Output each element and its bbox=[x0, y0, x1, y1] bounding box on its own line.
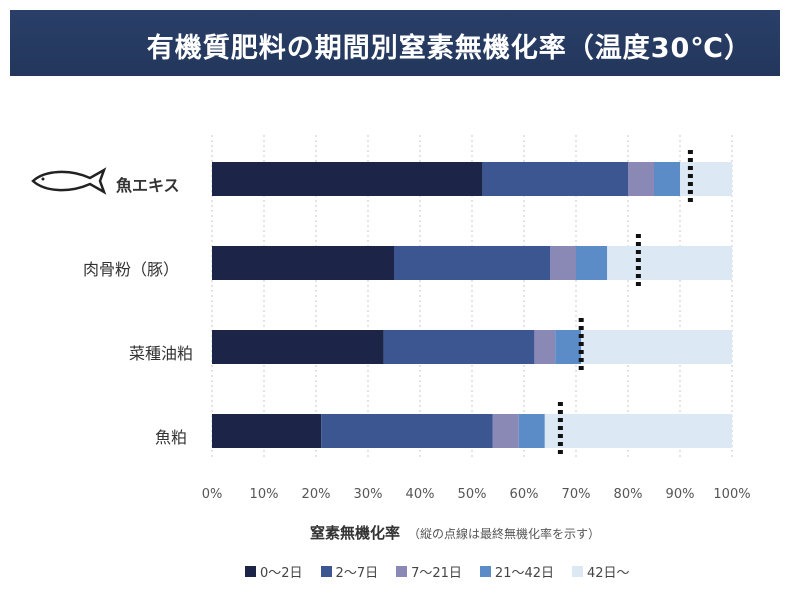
bar-segment-3-2 bbox=[492, 414, 519, 448]
legend-label-4: 42日〜 bbox=[587, 566, 630, 581]
legend-item-3: 21〜42日 bbox=[479, 562, 555, 581]
legend-item-1: 2〜7日 bbox=[320, 562, 379, 581]
x-tick-label: 20% bbox=[301, 487, 331, 502]
x-tick-label: 80% bbox=[613, 487, 643, 502]
x-tick-label: 70% bbox=[561, 487, 591, 502]
x-tick-label: 60% bbox=[509, 487, 539, 502]
bar-segment-0-1 bbox=[482, 162, 628, 196]
bar-segment-3-0 bbox=[212, 414, 322, 448]
bar-segment-2-0 bbox=[212, 330, 384, 364]
legend-swatch-3 bbox=[479, 566, 491, 577]
category-label-3: 魚粕 bbox=[155, 428, 188, 447]
bar-segment-2-4 bbox=[581, 330, 732, 364]
chart-title: 有機質肥料の期間別窒素無機化率（温度30℃） bbox=[146, 33, 752, 64]
category-label-0: 魚エキス bbox=[116, 176, 180, 195]
x-tick-label: 40% bbox=[405, 487, 435, 502]
x-tick-label: 50% bbox=[457, 487, 487, 502]
bar-segment-1-4 bbox=[607, 246, 732, 280]
legend-label-2: 7〜21日 bbox=[411, 566, 462, 581]
legend-item-4: 42日〜 bbox=[572, 562, 630, 581]
bar-segment-2-3 bbox=[555, 330, 582, 364]
legend-item-0: 0〜2日 bbox=[245, 562, 303, 581]
title-banner: 有機質肥料の期間別窒素無機化率（温度30℃） bbox=[10, 10, 780, 76]
legend-swatch-2 bbox=[396, 566, 408, 577]
bar-segment-1-1 bbox=[394, 246, 550, 280]
x-tick-label: 0% bbox=[201, 487, 223, 502]
legend-item-2: 7〜21日 bbox=[396, 562, 462, 581]
bar-segment-3-4 bbox=[544, 414, 732, 448]
x-axis-note: （縦の点線は最終無機化率を示す） bbox=[408, 527, 601, 541]
x-tick-label: 90% bbox=[665, 487, 695, 502]
legend: 0〜2日 2〜7日 7〜21日 21〜42日 42日〜 bbox=[245, 562, 630, 581]
x-axis-title: 窒素無機化率 （縦の点線は最終無機化率を示す） bbox=[310, 522, 600, 543]
category-label-2: 菜種油粕 bbox=[129, 344, 194, 363]
bar-segment-0-2 bbox=[628, 162, 654, 196]
bar-segment-0-0 bbox=[212, 162, 483, 196]
bar-segment-1-0 bbox=[212, 246, 394, 280]
legend-swatch-1 bbox=[320, 566, 332, 577]
x-tick-label: 10% bbox=[249, 487, 279, 502]
x-axis-label: 窒素無機化率 bbox=[310, 524, 401, 542]
legend-swatch-0 bbox=[245, 566, 256, 577]
fish-outline-icon bbox=[31, 167, 107, 195]
bar-segment-1-3 bbox=[576, 246, 608, 280]
legend-label-0: 0〜2日 bbox=[260, 566, 303, 581]
bar-segment-3-3 bbox=[518, 414, 545, 448]
bar-segment-2-1 bbox=[383, 330, 535, 364]
legend-label-3: 21〜42日 bbox=[494, 566, 555, 581]
bar-segment-0-4 bbox=[680, 162, 732, 196]
x-tick-label: 100% bbox=[713, 487, 751, 502]
legend-swatch-4 bbox=[572, 566, 584, 577]
category-label-1: 肉骨粉（豚） bbox=[83, 260, 180, 279]
bar-segment-2-2 bbox=[534, 330, 556, 364]
bar-segment-1-2 bbox=[550, 246, 576, 280]
bar-segment-0-3 bbox=[654, 162, 680, 196]
legend-label-1: 2〜7日 bbox=[335, 566, 379, 581]
bar-segment-3-1 bbox=[321, 414, 493, 448]
x-tick-label: 30% bbox=[353, 487, 383, 502]
